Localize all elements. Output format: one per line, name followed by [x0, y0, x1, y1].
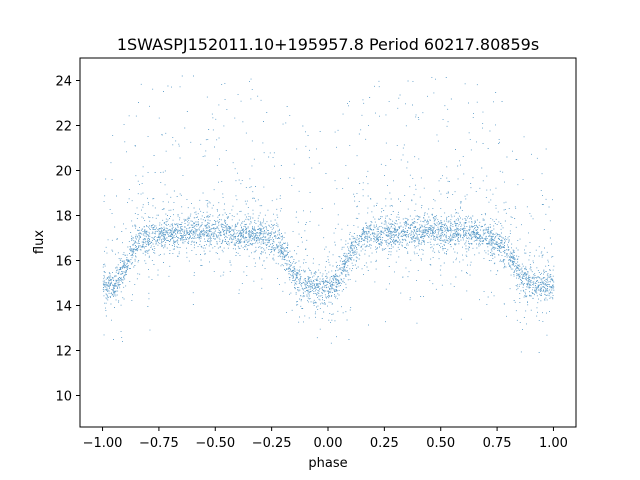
- x-tick-label: −0.50: [195, 436, 235, 451]
- x-tick-label: −1.00: [83, 436, 123, 451]
- y-tick-label: 20: [55, 165, 72, 180]
- y-tick-label: 22: [55, 120, 72, 135]
- y-axis-ticks: 10 12 14 16 18 20 22 24: [55, 75, 80, 405]
- x-tick-label: −0.75: [139, 436, 179, 451]
- x-tick-label: 0.50: [426, 436, 455, 451]
- scatter-point-cloud: [102, 75, 555, 353]
- y-tick-label: 10: [55, 390, 72, 405]
- x-tick-label: 1.00: [539, 436, 568, 451]
- y-axis-label: flux: [32, 230, 47, 254]
- x-axis-ticks: −1.00 −0.75 −0.50 −0.25 0.00 0.25 0.50 0.75 1.00: [83, 427, 568, 451]
- y-tick-label: 16: [55, 255, 72, 270]
- y-tick-label: 24: [55, 75, 72, 90]
- y-tick-label: 12: [55, 345, 72, 360]
- y-tick-label: 14: [55, 300, 72, 315]
- x-tick-label: −0.25: [252, 436, 292, 451]
- x-tick-label: 0.25: [370, 436, 399, 451]
- y-tick-label: 18: [55, 210, 72, 225]
- x-tick-label: 0.75: [483, 436, 512, 451]
- scatter-points: [102, 75, 555, 353]
- x-axis-label: phase: [308, 456, 347, 471]
- x-tick-label: 0.00: [314, 436, 343, 451]
- chart-title: 1SWASPJ152011.10+195957.8 Period 60217.8…: [117, 35, 539, 54]
